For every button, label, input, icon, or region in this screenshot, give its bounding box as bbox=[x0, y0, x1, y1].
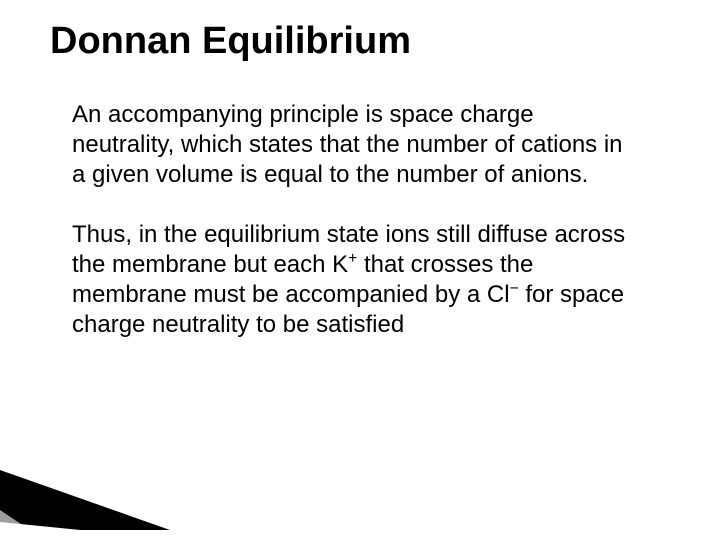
deco-grey-shape bbox=[0, 490, 130, 525]
bullet-text: Thus, in the equilibrium state ions stil… bbox=[72, 220, 630, 340]
slide: Donnan Equilibrium An accompanying princ… bbox=[0, 0, 720, 540]
deco-black-shape bbox=[0, 470, 170, 530]
deco-white-shape bbox=[0, 522, 180, 540]
slide-title: Donnan Equilibrium bbox=[50, 20, 411, 63]
corner-decoration-icon bbox=[0, 470, 180, 540]
bullet-item: An accompanying principle is space charg… bbox=[50, 100, 630, 190]
bullet-item: Thus, in the equilibrium state ions stil… bbox=[50, 220, 630, 340]
slide-body: An accompanying principle is space charg… bbox=[50, 100, 630, 370]
bullet-text: An accompanying principle is space charg… bbox=[72, 100, 630, 190]
